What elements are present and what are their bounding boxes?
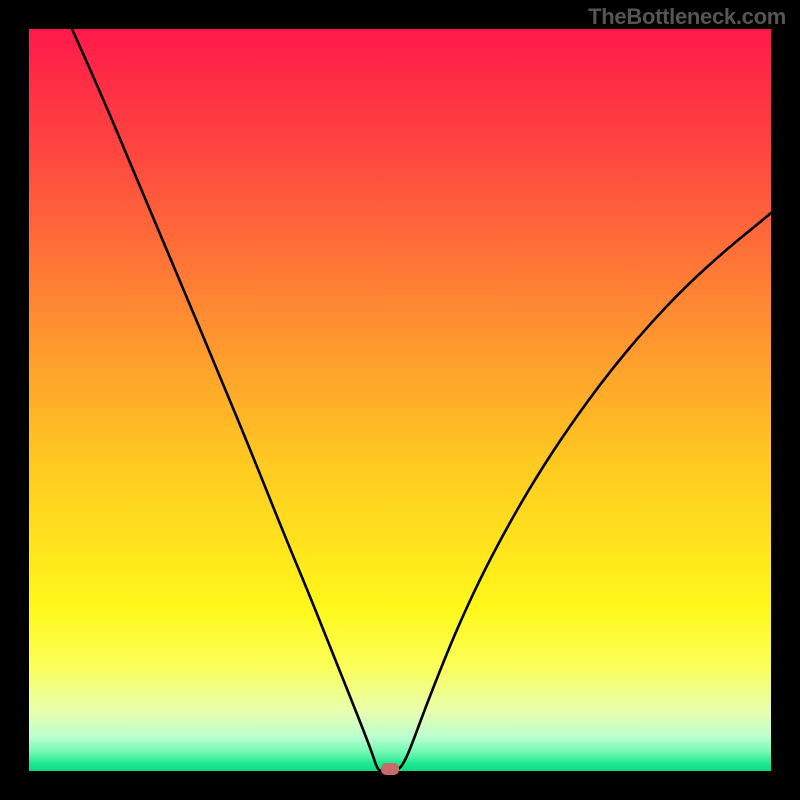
plot-area bbox=[29, 29, 771, 771]
gradient-background bbox=[29, 29, 771, 771]
watermark-text: TheBottleneck.com bbox=[588, 4, 786, 30]
chart-svg bbox=[29, 29, 771, 771]
minimum-marker bbox=[381, 763, 399, 775]
figure-frame: TheBottleneck.com bbox=[0, 0, 800, 800]
